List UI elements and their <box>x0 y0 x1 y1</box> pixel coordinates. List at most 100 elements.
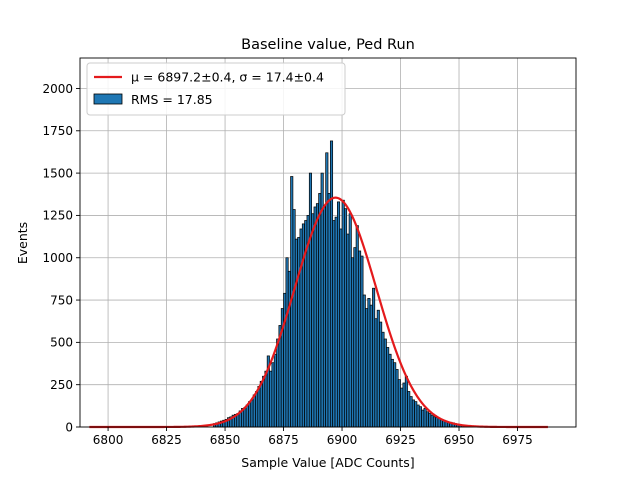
histogram-bar <box>409 396 413 428</box>
histogram-bar <box>353 247 357 428</box>
histogram-bar <box>294 238 298 428</box>
y-tick-label: 1750 <box>42 124 73 138</box>
histogram-bar <box>383 338 387 428</box>
x-tick-label: 6825 <box>151 433 182 447</box>
histogram-bar <box>348 213 352 428</box>
histogram-bar <box>344 208 348 428</box>
histogram-bar <box>299 228 303 428</box>
legend-histogram-swatch <box>93 93 123 105</box>
histogram-bar <box>418 406 422 428</box>
histogram-bar <box>313 206 317 428</box>
histogram-bar <box>283 292 287 428</box>
histogram-bar <box>397 379 401 428</box>
legend-histogram-label: RMS = 17.85 <box>131 92 213 107</box>
histogram-bar <box>276 338 280 428</box>
histogram-bar <box>257 386 261 428</box>
histogram-bar <box>334 216 338 428</box>
histogram-bar <box>411 399 415 428</box>
histogram-bar <box>315 203 319 428</box>
x-tick-label: 6950 <box>444 433 475 447</box>
x-tick-label: 6900 <box>327 433 358 447</box>
legend: μ = 6897.2±0.4, σ = 17.4±0.4 RMS = 17.85 <box>86 62 346 116</box>
histogram-bar <box>432 416 436 428</box>
histogram-bar <box>271 362 275 428</box>
histogram-bar <box>423 408 427 428</box>
histogram-bar <box>414 401 418 428</box>
histogram-bar <box>337 201 341 428</box>
histogram-bar <box>376 309 380 428</box>
histogram-bar <box>407 391 411 428</box>
chart-title: Baseline value, Ped Run <box>241 37 415 53</box>
x-tick-label: 6975 <box>502 433 533 447</box>
histogram-bar <box>285 257 289 428</box>
histogram-bar <box>395 369 399 428</box>
histogram-bar <box>311 213 315 428</box>
histogram-bar <box>402 382 406 428</box>
plot-area-frame <box>79 57 577 428</box>
x-tick-label: 6800 <box>93 433 124 447</box>
histogram-bar <box>355 225 359 428</box>
histogram-bar <box>332 220 336 428</box>
histogram-bar <box>388 353 392 428</box>
histogram-bar <box>325 152 329 428</box>
histogram-bar <box>259 380 263 428</box>
histogram-bar <box>250 399 254 428</box>
y-tick-label: 1000 <box>42 251 73 265</box>
y-tick-label: 750 <box>50 293 73 307</box>
histogram-bar <box>351 257 355 428</box>
histogram-bar <box>381 331 385 428</box>
histogram-bar <box>360 255 364 428</box>
histogram-bar <box>297 237 301 428</box>
histogram-bar <box>393 362 397 428</box>
histogram-bar <box>287 270 291 428</box>
histogram-bar <box>416 404 420 428</box>
y-axis-ticks: 0 250 500 750 1000 1250 1500 1750 2000 <box>42 82 80 434</box>
histogram-bar <box>243 407 247 428</box>
histogram-bar <box>374 318 378 428</box>
y-axis-label: Events <box>15 222 30 264</box>
histogram-bar <box>318 193 322 428</box>
histogram-bar <box>369 304 373 428</box>
histogram-bar <box>390 358 394 428</box>
y-tick-label: 250 <box>50 378 73 392</box>
x-tick-label: 6850 <box>210 433 241 447</box>
histogram-bar <box>248 401 252 428</box>
histogram-bar <box>308 172 312 428</box>
histogram-bar <box>421 409 425 428</box>
histogram-bar <box>264 370 268 428</box>
histogram-bar <box>292 209 296 428</box>
histogram-bar <box>437 418 441 428</box>
histogram-bar <box>358 250 362 428</box>
histogram-bar <box>362 294 366 428</box>
x-tick-label: 6925 <box>385 433 416 447</box>
histogram-bar <box>425 411 429 428</box>
histogram-bar <box>404 375 408 428</box>
histogram-bar <box>372 287 376 428</box>
y-tick-label: 1250 <box>42 209 73 223</box>
histogram-bar <box>400 387 404 428</box>
x-axis-label: Sample Value [ADC Counts] <box>241 455 414 470</box>
histogram-bar <box>341 199 345 428</box>
y-tick-label: 500 <box>50 336 73 350</box>
histogram-bar <box>367 298 371 428</box>
histogram-bar <box>269 370 273 428</box>
y-tick-label: 2000 <box>42 82 73 96</box>
histogram-bar <box>435 417 439 428</box>
histogram-bar <box>329 140 334 428</box>
histogram-bar <box>339 228 343 428</box>
histogram-bar <box>365 308 369 428</box>
x-axis-ticks: 6800 6825 6850 6875 6900 6925 6950 6975 <box>93 427 533 447</box>
histogram-bar <box>386 347 390 428</box>
histogram-bar <box>428 413 432 428</box>
x-tick-label: 6875 <box>268 433 299 447</box>
legend-box <box>86 62 346 116</box>
histogram-bar <box>379 321 383 428</box>
histogram-bar <box>322 206 327 428</box>
histogram-bar <box>252 394 256 428</box>
legend-fit-label: μ = 6897.2±0.4, σ = 17.4±0.4 <box>131 70 324 85</box>
histogram-bar <box>262 375 266 428</box>
y-tick-label: 0 <box>65 420 73 434</box>
histogram-bar <box>273 353 277 428</box>
histogram-bar <box>255 391 259 428</box>
